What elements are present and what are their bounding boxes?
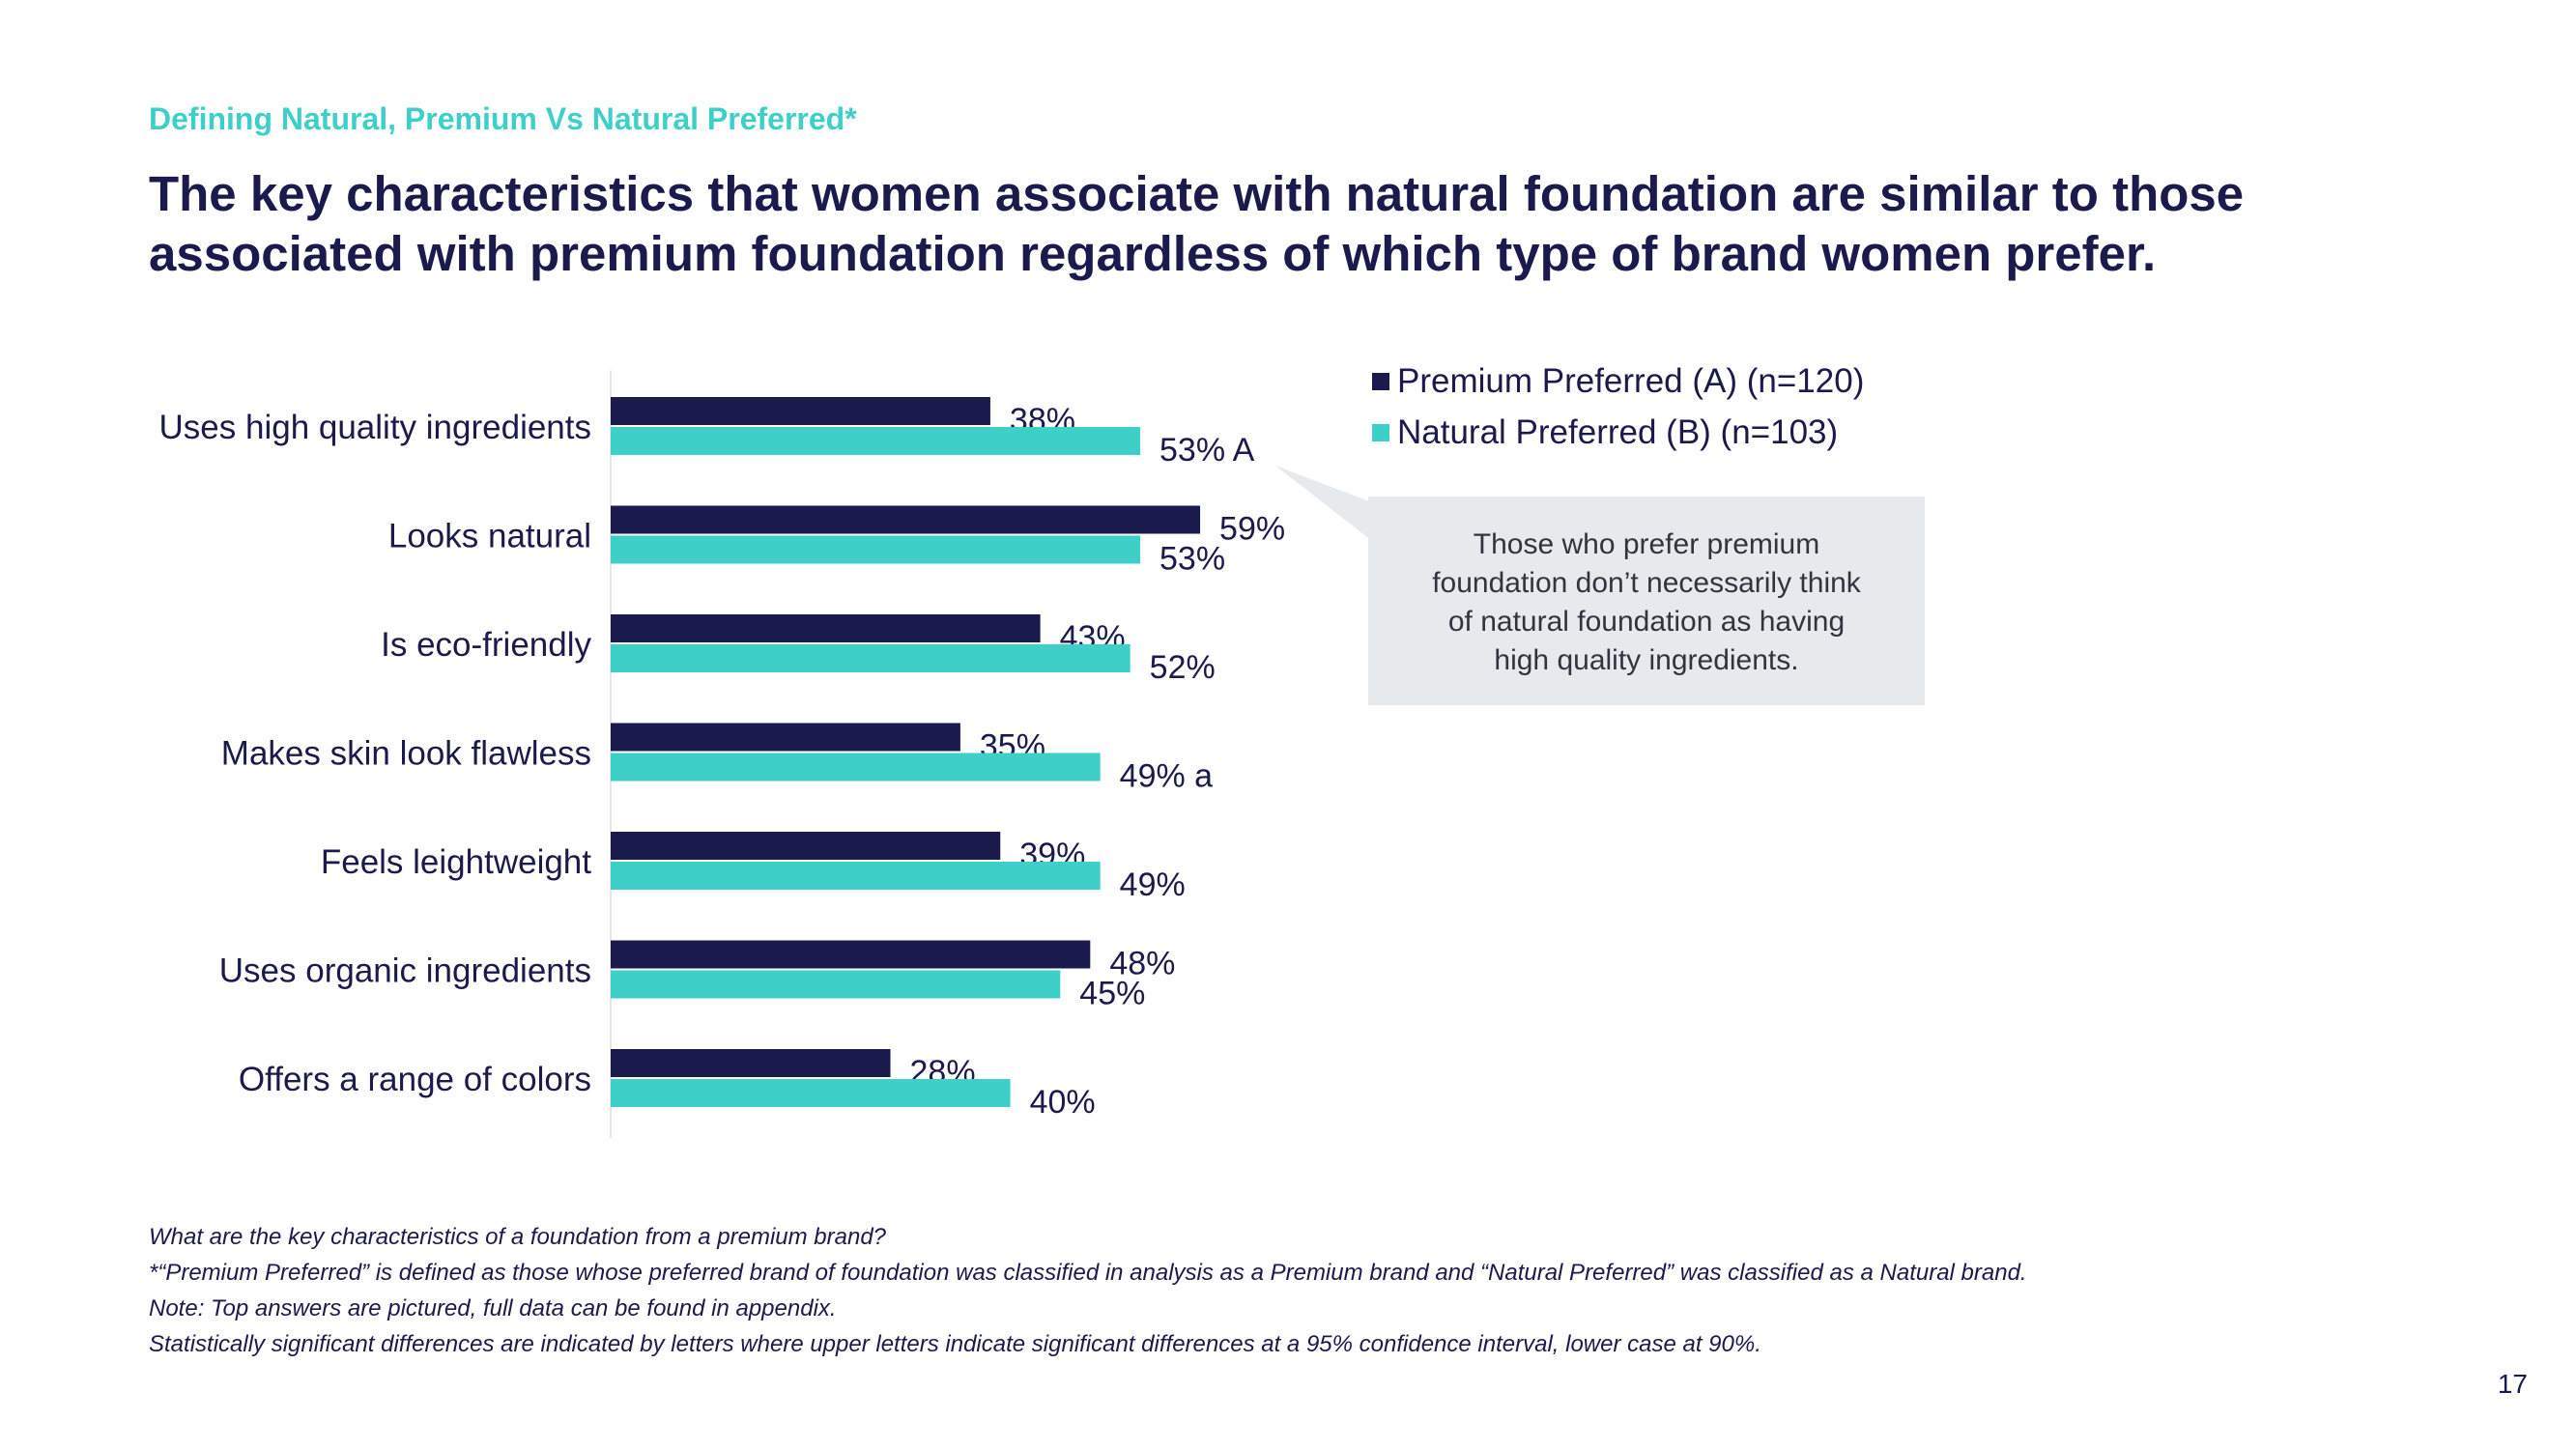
category-label: Uses high quality ingredients	[159, 409, 591, 446]
bar-natural	[611, 644, 1131, 672]
footnotes: What are the key characteristics of a fo…	[149, 1219, 2468, 1362]
category-label: Is eco-friendly	[381, 626, 591, 664]
legend-swatch-natural	[1372, 423, 1389, 441]
data-label-natural: 49% a	[1120, 758, 1213, 795]
bar-premium	[611, 397, 990, 425]
section-eyebrow: Defining Natural, Premium Vs Natural Pre…	[149, 101, 857, 136]
footnote-definition: *“Premium Preferred” is defined as those…	[149, 1260, 2027, 1286]
data-label-natural: 52%	[1150, 649, 1216, 686]
legend-label-premium: Premium Preferred (A) (n=120)	[1397, 361, 1865, 400]
category-label: Offers a range of colors	[239, 1061, 591, 1098]
bar-premium	[611, 1049, 891, 1077]
legend-item-premium: Premium Preferred (A) (n=120)	[1372, 355, 1864, 407]
page-number: 17	[2497, 1369, 2528, 1399]
data-label-premium: 48%	[1109, 946, 1175, 982]
callout-line: high quality ingredients.	[1494, 644, 1799, 676]
bar-natural	[611, 970, 1061, 999]
callout-line: Those who prefer premium	[1473, 528, 1820, 560]
footnote-significance: Statistically significant differences ar…	[149, 1331, 1761, 1357]
data-label-premium: 59%	[1219, 511, 1285, 548]
chart-legend: Premium Preferred (A) (n=120) Natural Pr…	[1372, 355, 1864, 458]
category-label: Uses organic ingredients	[219, 952, 591, 990]
bar-premium	[611, 614, 1041, 642]
callout-box: Those who prefer premium foundation don’…	[1368, 497, 1925, 705]
data-label-natural: 53%	[1159, 541, 1225, 578]
page-title: The key characteristics that women assoc…	[149, 166, 2245, 281]
bar-premium	[611, 832, 1001, 860]
callout-line: of natural foundation as having	[1447, 606, 1846, 638]
legend-item-natural: Natural Preferred (B) (n=103)	[1372, 407, 1864, 458]
data-label-natural: 45%	[1079, 976, 1145, 1012]
footnote-question: What are the key characteristics of a fo…	[149, 1224, 887, 1250]
bar-natural	[611, 1079, 1011, 1107]
bar-natural	[611, 862, 1101, 890]
bar-chart: Uses high quality ingredients 38%53% ALoo…	[159, 370, 1285, 1138]
callout-line: foundation don’t necessarily think	[1432, 567, 1861, 599]
legend-swatch-premium	[1372, 372, 1389, 390]
data-label-natural: 49%	[1120, 867, 1186, 903]
bar-premium	[611, 940, 1091, 969]
legend-label-natural: Natural Preferred (B) (n=103)	[1397, 412, 1839, 451]
bar-natural	[611, 535, 1141, 564]
data-label-natural: 40%	[1030, 1084, 1096, 1121]
bar-premium	[611, 505, 1201, 534]
bar-natural	[611, 427, 1141, 455]
bar-premium	[611, 723, 960, 752]
category-label: Makes skin look flawless	[221, 735, 591, 773]
callout-pointer	[1275, 466, 1372, 541]
data-label-natural: 53% A	[1159, 432, 1255, 469]
category-label: Feels leightweight	[321, 843, 591, 881]
category-label: Looks natural	[388, 518, 591, 555]
bar-natural	[611, 753, 1101, 781]
footnote-note: Note: Top answers are pictured, full dat…	[149, 1295, 837, 1321]
